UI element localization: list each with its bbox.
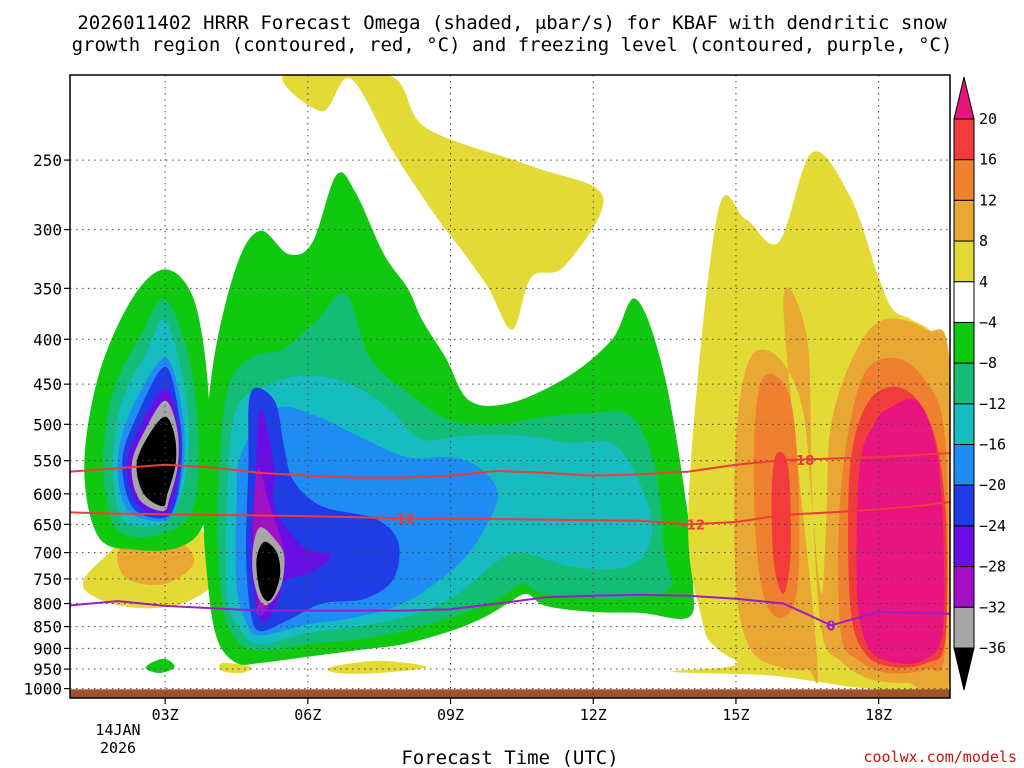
y-tick-label: 1000	[23, 680, 62, 699]
colorbar-label: −32	[979, 598, 1006, 616]
colorbar-swatch	[953, 199, 975, 242]
y-tick-label: 800	[33, 595, 62, 614]
omega-early-plume-orange	[116, 539, 195, 586]
colorbar-label: 16	[979, 151, 997, 169]
omega-bottom-yellow-left	[219, 662, 252, 674]
colorbar-label: 12	[979, 191, 997, 209]
omega-early-core-black	[136, 416, 177, 507]
colorbar-swatch	[953, 76, 975, 120]
contour-label-2-0: 0	[256, 605, 265, 620]
gridlines	[70, 75, 950, 698]
y-tick-label: 650	[33, 515, 62, 534]
date-label-line1: 14JAN	[95, 721, 140, 739]
chart-title-line2: growth region (contoured, red, °C) and f…	[72, 34, 953, 56]
y-tick-label: 950	[33, 660, 62, 679]
colorbar-label: 4	[979, 273, 988, 291]
contour-1	[70, 501, 950, 526]
x-tick-label: 15Z	[722, 706, 749, 724]
source-credit: coolwx.com/models	[863, 748, 1017, 766]
colorbar-swatch	[953, 444, 975, 486]
temperature-contours: -18 -12 -12 0 0	[70, 452, 950, 634]
colorbar-label: −4	[979, 313, 997, 331]
colorbar-label: −16	[979, 436, 1006, 454]
contour-label-1-1: -12	[681, 518, 705, 533]
colorbar-swatch	[953, 118, 975, 161]
colorbar-label: 8	[979, 232, 988, 250]
plot-frame	[69, 74, 951, 699]
colorbar-swatch	[953, 321, 975, 364]
colorbar-swatch	[953, 281, 975, 323]
colorbar-label: −8	[979, 354, 997, 372]
colorbar-swatch	[953, 159, 975, 201]
omega-right-core-pink	[856, 398, 945, 664]
omega-main-core-black	[256, 541, 281, 602]
omega-bottom-yellow-mid	[327, 660, 427, 674]
contour-label-0-0: -18	[791, 454, 815, 469]
y-tick-label: 700	[33, 544, 62, 563]
colorbar-swatch	[953, 362, 975, 405]
colorbar-swatch	[953, 566, 975, 608]
colorbar-swatch	[953, 403, 975, 446]
x-tick-label: 09Z	[437, 706, 464, 724]
omega-right-red	[771, 451, 791, 595]
chart-title-line1: 2026011402 HRRR Forecast Omega (shaded, …	[77, 12, 947, 34]
colorbar-swatch	[953, 240, 975, 283]
omega-shading	[83, 75, 950, 698]
x-tick-label: 18Z	[865, 706, 892, 724]
y-tick-label: 500	[33, 415, 62, 434]
date-label-line2: 2026	[100, 739, 136, 757]
y-tick-label: 750	[33, 570, 62, 589]
contour-0	[70, 452, 950, 479]
contour-label-2-1: 0	[827, 619, 836, 634]
omega-upper-yellow-plume	[282, 75, 604, 330]
contour-2	[70, 593, 950, 627]
x-axis-title: Forecast Time (UTC)	[401, 747, 618, 768]
contour-label-1-0: -12	[391, 512, 415, 527]
colorbar-label: −12	[979, 395, 1006, 413]
terrain-layer	[70, 689, 950, 698]
x-axis: 03Z 06Z 09Z 12Z 15Z 18Z	[152, 698, 892, 724]
colorbar-swatch	[953, 606, 975, 649]
plot-area: -18 -12 -12 0 0	[69, 74, 951, 699]
y-tick-label: 400	[33, 330, 62, 349]
x-tick-label: 03Z	[152, 706, 179, 724]
colorbar-label: −36	[979, 639, 1006, 657]
x-tick-label: 06Z	[294, 706, 321, 724]
y-tick-label: 600	[33, 485, 62, 504]
y-tick-label: 300	[33, 221, 62, 240]
y-tick-label: 450	[33, 375, 62, 394]
colorbar-label: −20	[979, 476, 1006, 494]
x-tick-label: 12Z	[580, 706, 607, 724]
y-tick-label: 850	[33, 618, 62, 637]
colorbar-swatch	[953, 525, 975, 568]
y-tick-label: 900	[33, 639, 62, 658]
terrain	[70, 689, 950, 698]
colorbar-label: −24	[979, 517, 1006, 535]
colorbar-label: 20	[979, 110, 997, 128]
y-tick-label: 250	[33, 151, 62, 170]
y-axis: 250 300 350 400 450 500 550 600 650 700 750 800 850 9…	[23, 151, 70, 699]
omega-main-small-cyan	[526, 480, 561, 522]
y-tick-label: 550	[33, 452, 62, 471]
y-tick-label: 350	[33, 279, 62, 298]
colorbar-swatch	[953, 647, 975, 691]
colorbar-swatch	[953, 484, 975, 527]
colorbar-label: −28	[979, 558, 1006, 576]
colorbar: 20 16 12 8 4 −4 −8 −12 −16 −20 −24 −28 −32 −36	[953, 76, 1006, 691]
